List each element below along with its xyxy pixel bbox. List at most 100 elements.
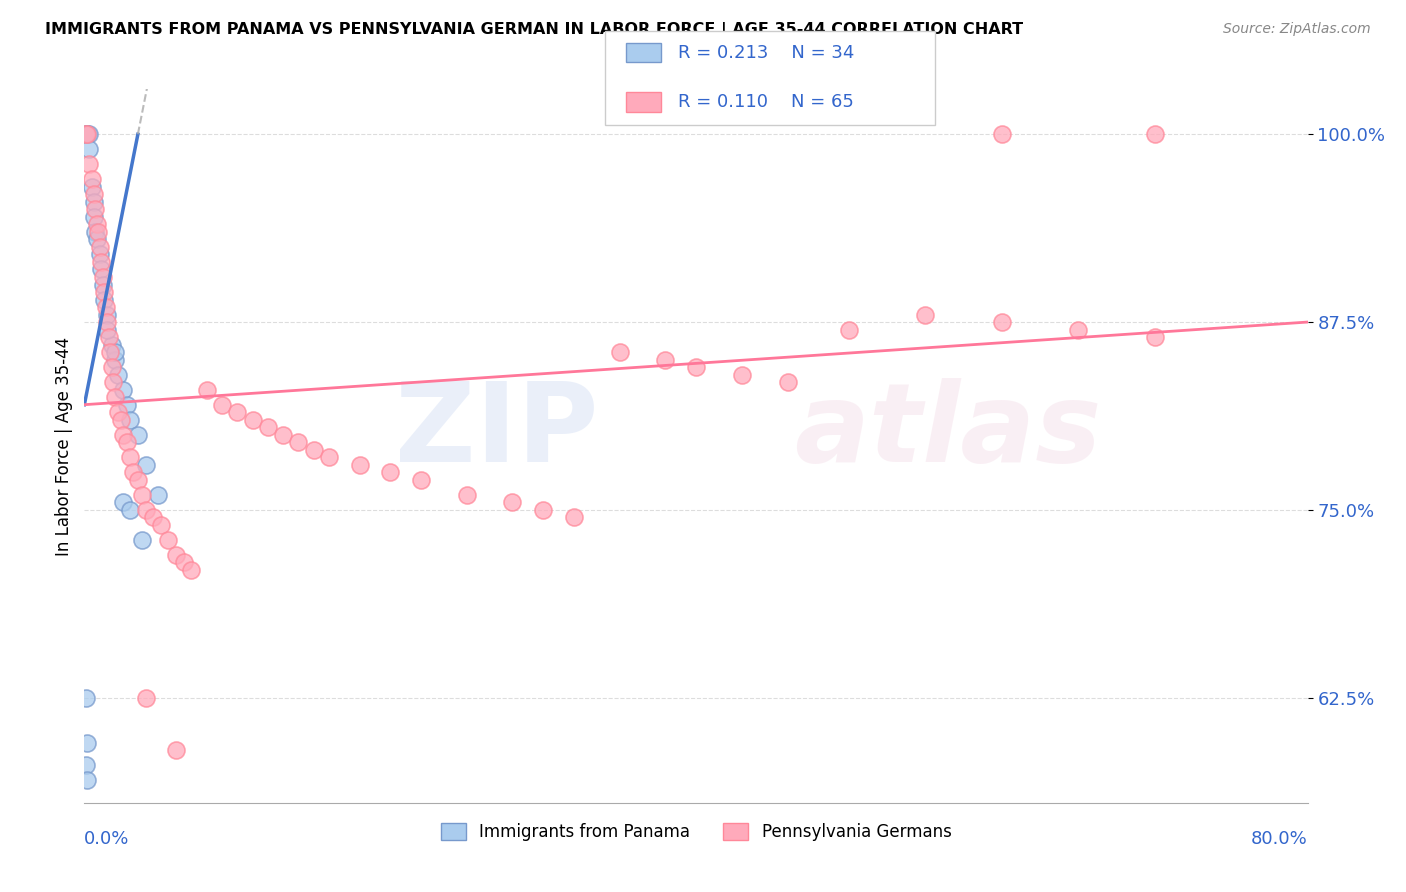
Point	[86, 232, 108, 246]
Text: atlas: atlas	[794, 378, 1101, 485]
Point	[76, 128, 98, 142]
Point	[93, 285, 115, 299]
Point	[211, 398, 233, 412]
Point	[76, 128, 98, 142]
Point	[110, 413, 132, 427]
Point	[103, 375, 125, 389]
Point	[115, 398, 138, 412]
Point	[131, 488, 153, 502]
Point	[120, 503, 142, 517]
Point	[731, 368, 754, 382]
Point	[165, 743, 187, 757]
Point	[318, 450, 340, 465]
Point	[165, 548, 187, 562]
Point	[91, 270, 114, 285]
Point	[107, 405, 129, 419]
Point	[127, 473, 149, 487]
Point	[302, 442, 325, 457]
Point	[685, 360, 707, 375]
Point	[654, 352, 676, 367]
Point	[80, 172, 103, 186]
Point	[195, 383, 218, 397]
Point	[122, 465, 145, 479]
Point	[257, 420, 280, 434]
Point	[101, 337, 124, 351]
Legend: Immigrants from Panama, Pennsylvania Germans: Immigrants from Panama, Pennsylvania Ger…	[434, 816, 957, 848]
Point	[96, 308, 118, 322]
Point	[991, 315, 1014, 329]
Y-axis label: In Labor Force | Age 35-44: In Labor Force | Age 35-44	[55, 336, 73, 556]
Point	[173, 556, 195, 570]
Point	[380, 465, 402, 479]
Point	[149, 517, 172, 532]
Text: 0.0%: 0.0%	[84, 830, 129, 847]
Point	[409, 473, 432, 487]
Text: R = 0.110    N = 65: R = 0.110 N = 65	[678, 93, 853, 111]
Point	[84, 225, 107, 239]
Point	[349, 458, 371, 472]
Point	[456, 488, 478, 502]
Point	[135, 458, 157, 472]
Point	[120, 413, 142, 427]
Point	[1143, 128, 1166, 142]
Point	[115, 435, 138, 450]
Point	[89, 247, 111, 261]
Text: R = 0.213    N = 34: R = 0.213 N = 34	[678, 44, 853, 62]
Point	[135, 690, 157, 705]
Point	[914, 308, 936, 322]
Point	[531, 503, 554, 517]
Point	[111, 383, 134, 397]
Point	[287, 435, 309, 450]
Text: 80.0%: 80.0%	[1251, 830, 1308, 847]
Point	[107, 368, 129, 382]
Point	[76, 128, 98, 142]
Point	[77, 142, 100, 156]
Point	[91, 277, 114, 292]
Point	[75, 690, 97, 705]
Text: ZIP: ZIP	[395, 378, 598, 485]
Point	[93, 293, 115, 307]
Text: IMMIGRANTS FROM PANAMA VS PENNSYLVANIA GERMAN IN LABOR FORCE | AGE 35-44 CORRELA: IMMIGRANTS FROM PANAMA VS PENNSYLVANIA G…	[45, 22, 1024, 38]
Point	[89, 240, 111, 254]
Point	[111, 427, 134, 442]
Point	[991, 128, 1014, 142]
Point	[96, 322, 118, 336]
Point	[97, 330, 120, 344]
Point	[98, 345, 121, 359]
Point	[76, 736, 98, 750]
Point	[86, 218, 108, 232]
Point	[131, 533, 153, 547]
Point	[104, 345, 127, 359]
Point	[90, 255, 112, 269]
Point	[271, 427, 294, 442]
Point	[94, 300, 117, 314]
Point	[101, 360, 124, 375]
Point	[157, 533, 180, 547]
Point	[609, 345, 631, 359]
Point	[77, 157, 100, 171]
Point	[75, 128, 97, 142]
Point	[1067, 322, 1090, 336]
Point	[562, 510, 585, 524]
Point	[502, 495, 524, 509]
Point	[83, 194, 105, 209]
Point	[120, 450, 142, 465]
Point	[77, 128, 100, 142]
Point	[87, 225, 110, 239]
Point	[104, 390, 127, 404]
Point	[104, 352, 127, 367]
Point	[180, 563, 202, 577]
Point	[96, 315, 118, 329]
Point	[75, 128, 97, 142]
Point	[127, 427, 149, 442]
Point	[1143, 330, 1166, 344]
Point	[135, 503, 157, 517]
Point	[76, 773, 98, 788]
Text: Source: ZipAtlas.com: Source: ZipAtlas.com	[1223, 22, 1371, 37]
Point	[75, 758, 97, 772]
Point	[83, 187, 105, 202]
Point	[84, 202, 107, 217]
Point	[142, 510, 165, 524]
Point	[80, 179, 103, 194]
Point	[111, 495, 134, 509]
